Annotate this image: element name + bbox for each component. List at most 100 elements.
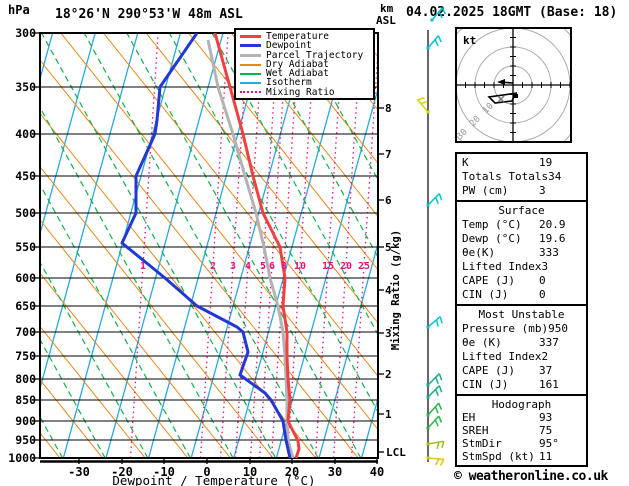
stat-row: θe (K) 337 [457,336,586,350]
mixing-ratio-line-swatch [240,91,261,94]
surface-panel: Surface Temp (°C) 20.9 Dewp (°C) 19.6 θe(K… [455,200,588,306]
km-tick-label: 6 [385,194,392,207]
legend-label: Mixing Ratio [266,86,335,98]
temperature-axis-labels: -30 -20 -10 0 10 20 30 40 [68,465,384,479]
mixing-ratio-axis-title: Mixing Ratio (g/kg) [390,230,402,350]
stat-value: 161 [539,378,559,391]
stat-label: Lifted Index [462,350,542,363]
pressure-tick-label: 300 [15,26,36,40]
stat-value: 950 [548,322,568,335]
hodograph-ring-label: 20 [468,114,483,129]
temperature-line-swatch [240,35,261,39]
stat-value: 333 [539,246,559,259]
mixing-ratio-value-labels: 1 2 3 4 5 6 8 10 15 20 25 [140,261,370,272]
stat-value: 95° [539,437,559,450]
legend-item: Wet Adiabat [236,68,373,80]
hodograph-stats-panel: Hodograph EH 93 SREH 75 StmDir 95° StmSpd (… [455,394,588,467]
hodograph-ring-label: 30 [457,127,470,141]
wind-barb [426,385,443,399]
wet-adiabat-line-swatch [240,72,261,75]
stat-label: StmDir [462,437,502,450]
pressure-unit-label: hPa [8,3,30,17]
stat-value: 93 [539,411,553,424]
hodograph-storm-motion-arrowhead [497,79,505,85]
legend-item: Temperature [236,32,373,41]
wind-barb [426,35,442,50]
stat-row: SREH 75 [457,424,586,437]
mixing-ratio-label: 25 [358,261,370,272]
stat-row: CIN (J) 161 [457,378,586,392]
hodograph-ring-label: 10 [481,101,496,116]
pressure-tick-label: 850 [15,393,36,407]
temp-tick-label: -30 [68,465,90,479]
legend: Temperature Dewpoint Parcel Trajectory D… [234,28,375,101]
stat-row: K 19 [457,156,586,170]
legend-label: Isotherm [266,77,312,89]
pressure-tick-label: 650 [15,299,36,313]
mixing-ratio-label: 10 [294,261,306,272]
stat-value: 0 [539,288,546,301]
temp-tick-label: -10 [153,465,175,479]
pressure-tick-label: 500 [15,206,36,220]
stat-label: Pressure (mb) [462,322,549,335]
page-title: 18°26'N 290°53'W 48m ASL [55,7,243,22]
stat-value: 19.6 [539,232,566,245]
stat-row: Pressure (mb) 950 [457,322,586,336]
stat-row: Dewp (°C) 19.6 [457,232,586,246]
km-tick-label: 1 [385,408,392,421]
stat-value: 34 [548,170,562,183]
wind-barb [426,440,445,450]
stat-row: Totals Totals 34 [457,170,586,184]
stat-label: θe (K) [462,336,502,349]
stat-row: CIN (J) 0 [457,288,586,302]
mixing-ratio-label: 3 [230,261,236,272]
stat-label: θe(K) [462,246,496,259]
hodograph-markers [497,94,518,103]
wind-barb [426,402,443,417]
stat-value: 3 [539,184,546,197]
x-axis-title: Dewpoint / Temperature (°C) [112,473,315,486]
legend-label: Parcel Trajectory [266,49,364,61]
legend-item: Mixing Ratio [236,86,373,98]
legend-item: Parcel Trajectory [236,49,373,61]
copyright-watermark: © weatheronline.co.uk [454,469,608,484]
mixing-ratio-label: 5 [260,261,266,272]
wind-barb [426,415,443,430]
temp-tick-label: 20 [285,465,299,479]
parcel-line-swatch [240,53,261,57]
stat-value: 337 [539,336,559,349]
altitude-unit-asl: ASL [376,14,396,27]
background-adiabat-isotherm-lines [40,33,378,458]
pressure-tick-label: 950 [15,433,36,447]
most-unstable-panel: Most Unstable Pressure (mb) 950 θe (K) 337… [455,304,588,396]
pressure-tick-label: 1000 [8,451,36,465]
pressure-tick-label: 450 [15,169,36,183]
mixing-ratio-label: 6 [269,261,275,272]
temp-tick-label: -20 [111,465,133,479]
mixing-ratio-label: 15 [322,261,334,272]
stat-label: Lifted Index [462,260,542,273]
stat-value: 19 [539,156,553,169]
stat-value: 37 [539,364,553,377]
wind-barb [430,7,446,22]
dry-adiabat-line-swatch [240,63,261,66]
legend-label: Dry Adiabat [266,58,329,70]
hodograph-unit-label: kt [463,34,476,47]
wind-barb [426,456,445,466]
wind-barb [426,316,443,329]
stat-value: 75 [539,424,553,437]
mixing-ratio-label: 8 [281,261,287,272]
most-unstable-panel-title: Most Unstable [478,308,565,321]
stat-label: Dewp (°C) [462,232,522,245]
temp-tick-label: 30 [328,465,342,479]
legend-label: Wet Adiabat [266,68,329,80]
wind-barb [426,373,443,387]
pressure-tick-label: 700 [15,325,36,339]
pressure-tick-label: 750 [15,349,36,363]
pressure-tick-label: 800 [15,372,36,386]
stat-row: CAPE (J) 0 [457,274,586,288]
plot-border [39,32,379,459]
stat-value: 20.9 [539,218,566,231]
mixing-ratio-label: 4 [245,261,251,272]
